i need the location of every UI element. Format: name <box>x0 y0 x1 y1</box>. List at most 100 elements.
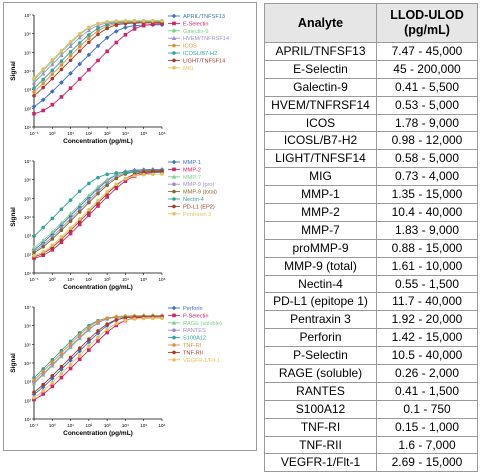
data-point <box>59 364 64 369</box>
analyte-cell: MIG <box>264 167 377 187</box>
range-cell: 0.41 - 5,500 <box>376 77 478 97</box>
data-point <box>68 53 73 58</box>
data-point <box>59 59 64 63</box>
table-row: Pentraxin 3 1.92 - 20,000 <box>264 310 478 330</box>
data-point <box>77 31 82 36</box>
legend-swatch-marker <box>172 21 176 26</box>
data-point <box>96 29 100 33</box>
data-point <box>50 72 55 77</box>
x-tick-label: 10⁻¹ <box>29 277 39 282</box>
analyte-cell: PD-L1 (epitope 1) <box>264 292 377 312</box>
y-tick-label: 10¹ <box>24 125 31 130</box>
data-point <box>32 90 36 94</box>
data-point <box>95 43 101 49</box>
legend-swatch-marker <box>171 174 177 179</box>
data-point <box>32 378 36 383</box>
data-point <box>68 366 73 371</box>
range-cell: 0.15 - 1,000 <box>376 417 478 437</box>
table-row: APRIL/TNFSF13 7.47 - 45,000 <box>264 42 478 61</box>
data-point <box>59 67 64 72</box>
data-point <box>96 191 100 196</box>
range-cell: 1.78 - 9,000 <box>376 113 478 133</box>
legend-swatch-marker <box>172 189 176 194</box>
data-point <box>77 202 82 207</box>
range-cell: 0.26 - 2,000 <box>376 364 478 383</box>
data-point <box>40 384 46 390</box>
legend-swatch-marker <box>171 35 177 40</box>
data-point <box>32 76 36 80</box>
table-row: S100A12 0.1 - 750 <box>264 399 478 419</box>
data-point <box>104 35 110 41</box>
data-point <box>114 40 119 45</box>
y-tick-label: 10⁵ <box>24 196 31 201</box>
range-cell: 10.5 - 40,000 <box>376 346 478 366</box>
series-line <box>33 316 162 379</box>
data-point <box>87 325 91 330</box>
data-point <box>87 213 91 217</box>
data-point <box>87 181 91 186</box>
y-tick-label: 10³ <box>24 380 31 385</box>
analyte-cell: RAGE (soluble) <box>264 364 377 383</box>
analyte-cell: VEGFR-1/Flt-1 <box>264 453 377 472</box>
data-point <box>123 21 128 26</box>
data-point <box>59 207 64 211</box>
data-point <box>87 36 91 41</box>
data-point <box>87 348 91 352</box>
range-cell: 45 - 200,000 <box>376 59 478 79</box>
dose-response-chart-3: 10¹ 10² 10³ 10⁴ 10⁵ 10⁶ 10⁷ 10⁻¹ 10⁰ 10¹ 10² 10³ 10⁴… <box>10 305 222 437</box>
x-tick-label: 10² <box>86 131 93 136</box>
series-april-tnfsf13 <box>31 22 165 109</box>
range-cell: 7.47 - 45,000 <box>376 42 478 61</box>
legend-label: Pentraxin 3 <box>183 212 211 218</box>
series-pentraxin-3 <box>32 172 164 258</box>
data-point <box>41 85 45 90</box>
series-line <box>33 315 163 384</box>
legend-swatch-marker <box>172 197 176 201</box>
x-tick-label: 10² <box>86 277 93 282</box>
data-point <box>114 182 119 187</box>
data-point <box>31 245 37 250</box>
data-point <box>32 253 36 258</box>
data-point <box>68 58 73 63</box>
data-point <box>68 70 73 76</box>
data-point <box>50 57 55 62</box>
data-point <box>86 28 92 33</box>
y-tick-label: 10⁷ <box>24 13 31 18</box>
data-point <box>41 253 45 258</box>
series-vegfr-1-flt-1 <box>32 316 164 400</box>
series-e-selectin <box>32 21 164 116</box>
data-point <box>68 362 73 367</box>
data-point <box>77 49 82 53</box>
x-tick-label: 10³ <box>104 131 111 136</box>
legend-swatch-marker <box>171 159 177 165</box>
data-point <box>50 68 55 73</box>
data-point <box>40 97 46 103</box>
range-cell: 0.53 - 5,000 <box>376 95 478 115</box>
y-tick-label: 10⁶ <box>24 324 31 329</box>
legend-label: TNF-RI <box>183 343 202 349</box>
data-point <box>68 198 73 202</box>
x-tick-label: 10⁻¹ <box>29 131 39 136</box>
data-point <box>68 43 73 48</box>
analyte-cell: MMP-1 <box>264 185 377 205</box>
legend-label: LIGHT/TNFSF14 <box>183 58 225 64</box>
analyte-cell: RANTES <box>264 381 377 401</box>
legend-swatch-marker <box>172 167 176 172</box>
data-point <box>123 318 128 323</box>
series-p-selectin <box>32 315 164 402</box>
data-point <box>96 26 100 31</box>
data-point <box>132 23 137 29</box>
table-row: RANTES 0.41 - 1,500 <box>264 381 478 401</box>
y-tick-label: 10³ <box>24 234 31 239</box>
x-tick-label: 10⁴ <box>122 423 129 428</box>
analyte-cell: S100A12 <box>264 399 377 419</box>
data-point <box>59 63 64 67</box>
x-tick-label: 10⁴ <box>122 277 129 282</box>
legend-swatch-marker <box>172 29 176 33</box>
data-point <box>151 316 155 321</box>
data-point <box>77 189 82 194</box>
data-point <box>114 23 119 27</box>
y-tick-label: 10⁴ <box>24 361 31 366</box>
table-row: TNF-RII 1.6 - 7,000 <box>264 435 478 455</box>
data-point <box>41 372 45 376</box>
